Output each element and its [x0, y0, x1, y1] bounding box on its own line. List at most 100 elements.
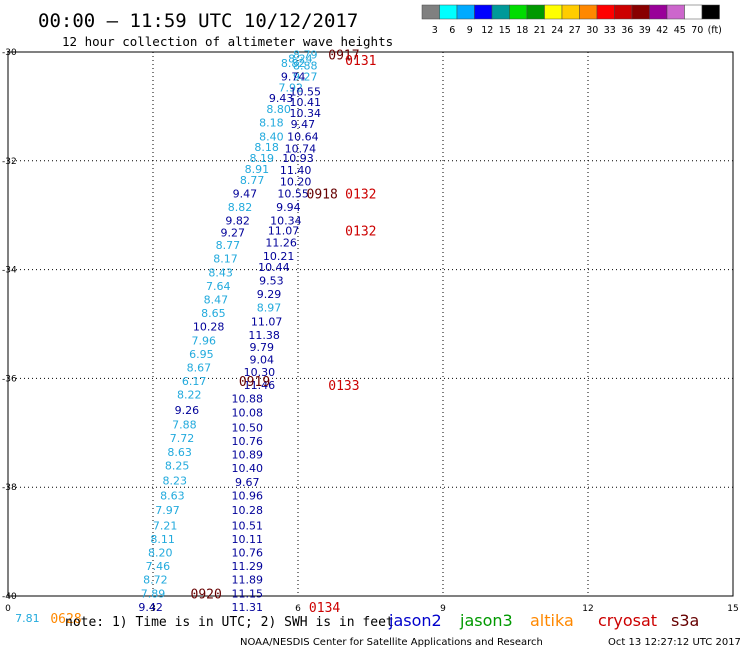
wave-height-label: 9.27 [221, 227, 246, 240]
pass-time-label: 0918 [307, 187, 338, 202]
pass-time-label: 0133 [328, 379, 359, 394]
wave-height-label: 8.91 [245, 163, 270, 176]
wave-height-label: 8.65 [201, 307, 226, 320]
scale-swatch [421, 4, 440, 20]
footer-credit: NOAA/NESDIS Center for Satellite Applica… [240, 637, 543, 648]
scale-swatch [614, 4, 633, 20]
wave-height-label: 10.34 [290, 107, 322, 120]
wave-height-label: 10.08 [232, 407, 264, 420]
scale-swatch [509, 4, 528, 20]
wave-height-label: 11.26 [265, 236, 297, 249]
scale-label: 36 [621, 25, 633, 36]
wave-height-label: 8.97 [257, 302, 282, 315]
wave-height-label: 11.07 [268, 224, 300, 237]
wave-height-label: 11.40 [280, 164, 312, 177]
wave-height-label: 7.21 [153, 519, 178, 532]
wave-height-label: 6.95 [189, 348, 214, 361]
wave-height-label: 10.76 [232, 435, 264, 448]
satellite-legend: jason2 jason3 altika cryosat s3a [388, 611, 699, 630]
wave-height-label: 8.24 [288, 53, 313, 66]
wave-height-label: 10.28 [232, 504, 264, 517]
scale-swatch [456, 4, 475, 20]
y-tick-label: -36 [2, 374, 17, 384]
wave-height-label: 8.43 [208, 266, 233, 279]
scale-swatch [561, 4, 580, 20]
scale-label: 24 [551, 25, 563, 36]
scale-label: 18 [516, 25, 528, 36]
pass-time-label: 0628 [50, 612, 81, 627]
scale-label: 12 [481, 25, 493, 36]
wave-height-label: 9.67 [235, 476, 260, 489]
wave-height-label: 8.80 [266, 103, 291, 116]
wave-height-label: 8.22 [177, 389, 202, 402]
wave-height-label: 8.17 [213, 253, 238, 266]
wave-height-label: 10.11 [232, 533, 264, 546]
wave-height-label: 11.29 [232, 560, 264, 573]
scale-swatch [684, 4, 703, 20]
wave-height-label: 8.77 [216, 239, 241, 252]
wave-height-label: 9.27 [293, 70, 318, 83]
footer-note: note: 1) Time is in UTC; 2) SWH is in fe… [65, 615, 394, 630]
wave-height-label: 8.82 [281, 57, 306, 70]
wave-height-label: 8.47 [204, 294, 229, 307]
wave-height-label: 9.79 [250, 341, 275, 354]
pass-time-label: 0131 [345, 54, 376, 69]
wave-height-label: 9.47 [291, 118, 316, 131]
scale-label: 27 [569, 25, 581, 36]
wave-height-label: 8.25 [165, 459, 190, 472]
y-tick-label: -32 [2, 157, 17, 167]
pass-time-label: 0134 [309, 601, 340, 616]
scale-swatch [701, 4, 720, 20]
wave-height-label: 7.96 [192, 334, 217, 347]
wave-height-label: 8.63 [167, 446, 192, 459]
plot-frame [7, 51, 734, 597]
wave-height-label: 10.76 [232, 546, 264, 559]
scale-label: 70 [691, 25, 703, 36]
legend-entry-jason2: jason2 [388, 611, 442, 630]
wave-height-label: 7.64 [206, 280, 231, 293]
wave-height-label: 11.15 [232, 587, 264, 600]
y-tick-label: -40 [2, 592, 17, 602]
wave-height-label: 10.93 [282, 152, 314, 165]
wave-height-label: 10.44 [258, 261, 290, 274]
wave-height-label: 10.21 [263, 250, 295, 263]
wave-height-label: 10.28 [193, 321, 225, 334]
pass-time-label: 0132 [345, 224, 376, 239]
scale-swatch [439, 4, 458, 20]
wave-height-label: 9.29 [257, 288, 282, 301]
scale-label: 39 [639, 25, 651, 36]
scale-label: 9 [467, 25, 473, 36]
x-tick-label: 15 [727, 604, 738, 614]
wave-height-label: 11.89 [232, 574, 264, 587]
chart-subtitle: 12 hour collection of altimeter wave hei… [62, 34, 393, 49]
wave-height-label: 9.53 [259, 274, 284, 287]
wave-height-label: 7.88 [172, 419, 197, 432]
wave-height-label: 10.50 [232, 421, 264, 434]
chart-title: 00:00 – 11:59 UTC 10/12/2017 [38, 10, 358, 32]
x-tick-label: 0 [5, 604, 11, 614]
wave-height-label: 10.64 [287, 130, 319, 143]
wave-height-label: 7.97 [155, 504, 180, 517]
wave-height-label: 11.31 [232, 601, 264, 614]
wave-height-label: 9.82 [225, 215, 250, 228]
scale-label: 45 [674, 25, 686, 36]
wave-height-label: 9.47 [233, 187, 258, 200]
wave-height-label: 9.26 [175, 404, 200, 417]
wave-height-label: 7.92 [279, 81, 304, 94]
plot-area: 0 3 6 9 12 15-30-32-34-36-38-408.798.248.828.… [2, 48, 739, 627]
wave-height-label: 10.41 [290, 96, 322, 109]
wave-height-label: 8.18 [254, 141, 279, 154]
pass-time-label: 0920 [191, 587, 222, 602]
wave-height-label: 9.74 [281, 70, 306, 83]
wave-height-label: 7.89 [141, 587, 166, 600]
wave-height-label: 9.42 [138, 601, 163, 614]
wave-height-label: 8.88 [293, 60, 318, 73]
scale-label: 33 [604, 25, 616, 36]
scale-swatch [596, 4, 615, 20]
legend-entry-jason3: jason3 [459, 611, 513, 630]
wave-height-label: 10.30 [244, 366, 276, 379]
y-tick-label: -34 [2, 266, 17, 276]
pass-time-label: 0132 [345, 187, 376, 202]
wave-height-label: 11.07 [251, 315, 283, 328]
